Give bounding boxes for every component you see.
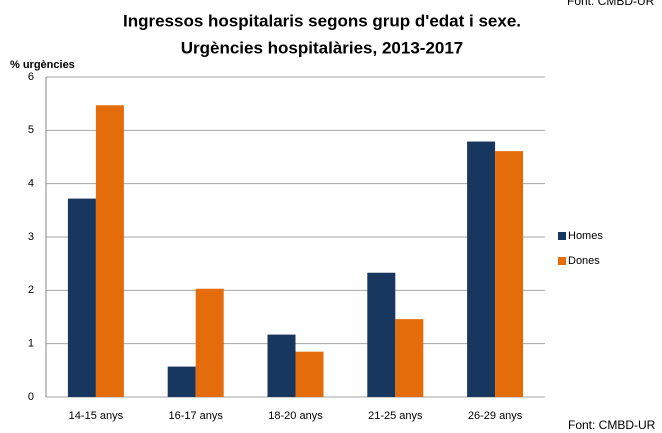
- bar: [195, 288, 224, 397]
- bar: [267, 334, 296, 397]
- bar: [467, 141, 496, 397]
- legend-label: Dones: [568, 255, 600, 267]
- source: Font: CMBD-UR: [568, 418, 656, 432]
- bar: [395, 319, 424, 397]
- bar: [67, 198, 96, 397]
- y-tick-label: 4: [28, 178, 34, 190]
- y-tick-label: 0: [28, 391, 34, 403]
- bar: [495, 151, 524, 397]
- y-tick-label: 3: [28, 231, 34, 243]
- bar: [367, 272, 396, 397]
- bar: [95, 105, 124, 398]
- chart-subtitle: Urgències hospitalàries, 2013-2017: [181, 38, 464, 57]
- legend-swatch: [558, 232, 566, 240]
- legend-swatch: [558, 257, 566, 265]
- y-axis-label: % urgències: [10, 59, 75, 71]
- y-tick-label: 1: [28, 338, 34, 350]
- x-tick-label: 26-29 anys: [468, 410, 523, 422]
- x-tick-label: 14-15 anys: [69, 410, 124, 422]
- chart-title: Ingressos hospitalaris segons grup d'eda…: [123, 11, 521, 30]
- bar: [295, 351, 324, 397]
- x-tick-label: 21-25 anys: [368, 410, 423, 422]
- x-tick-label: 18-20 anys: [268, 410, 323, 422]
- x-tick-label: 16-17 anys: [168, 410, 223, 422]
- legend-label: Homes: [568, 230, 603, 242]
- source: Font: CMBD-UR: [567, 0, 655, 8]
- y-tick-label: 6: [28, 71, 34, 83]
- y-tick-label: 2: [28, 284, 34, 296]
- y-tick-label: 5: [28, 124, 34, 136]
- bar: [167, 366, 196, 397]
